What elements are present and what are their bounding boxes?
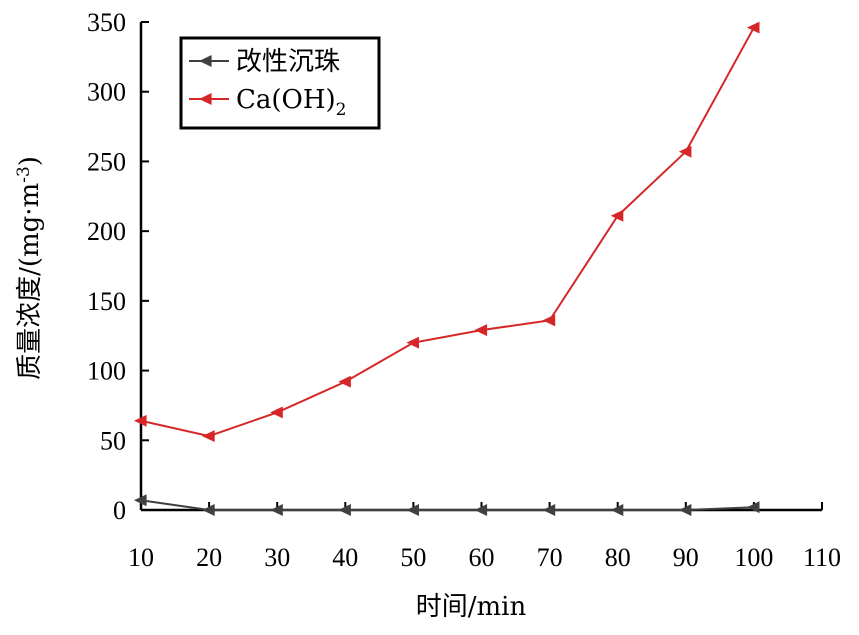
y-tick-label: 50 <box>100 426 126 455</box>
x-tick-label: 60 <box>469 543 495 572</box>
x-axis-title: 时间/min <box>416 592 527 622</box>
y-tick-label: 200 <box>87 217 126 246</box>
data-point <box>474 324 488 337</box>
data-point <box>610 209 624 222</box>
y-tick-label: 300 <box>87 78 126 107</box>
legend: 改性沉珠 Ca(OH)2 <box>179 36 381 130</box>
series-line-0 <box>140 499 754 511</box>
data-point <box>270 406 283 419</box>
data-point <box>270 504 283 516</box>
legend-label-1-subscript: 2 <box>336 100 347 120</box>
data-point <box>134 494 147 507</box>
x-tick-label: 110 <box>803 543 841 572</box>
y-axis-title-main: 质量浓度/(mg·m <box>15 183 45 380</box>
legend-label-1: Ca(OH)2 <box>236 85 347 120</box>
data-point <box>542 504 556 516</box>
legend-label-0: 改性沉珠 <box>236 47 340 77</box>
data-point <box>610 504 624 516</box>
y-tick-label: 350 <box>87 8 126 37</box>
data-point <box>542 314 556 327</box>
x-tick-label: 50 <box>400 543 426 572</box>
data-point <box>474 504 488 516</box>
series-0 <box>134 494 760 516</box>
data-point <box>678 145 692 158</box>
x-tick-label: 10 <box>128 543 154 572</box>
legend-entry-0: 改性沉珠 <box>189 47 340 77</box>
series-1 <box>134 21 760 443</box>
x-tick-label: 100 <box>734 543 773 572</box>
legend-entry-1: Ca(OH)2 <box>189 85 347 120</box>
y-axis-title-end: ) <box>15 156 45 166</box>
data-point <box>406 336 419 349</box>
series-line-1 <box>140 27 755 438</box>
y-axis-ticks: 0 50 100 150 200 250 300 350 <box>87 8 149 525</box>
data-point <box>338 375 351 388</box>
data-point <box>202 430 215 443</box>
legend-label-1-main: Ca(OH) <box>236 85 336 115</box>
data-point <box>746 21 760 34</box>
y-tick-label: 0 <box>113 496 126 525</box>
series-layer <box>134 21 760 516</box>
legend-box <box>179 36 381 130</box>
data-point <box>678 504 692 516</box>
y-axis-title: 质量浓度/(mg·m-3) <box>14 156 45 380</box>
y-tick-label: 100 <box>87 357 126 386</box>
x-tick-label: 80 <box>605 543 631 572</box>
y-axis-title-superscript: -3 <box>14 166 34 183</box>
data-point <box>134 414 147 427</box>
y-tick-label: 250 <box>87 147 126 176</box>
legend-marker-1 <box>199 93 212 105</box>
data-point <box>406 504 419 516</box>
y-tick-label: 150 <box>87 287 126 316</box>
data-point <box>338 504 351 516</box>
x-tick-label: 70 <box>537 543 563 572</box>
x-tick-label: 30 <box>264 543 290 572</box>
legend-marker-0 <box>199 55 212 67</box>
x-axis-ticks: 10 20 30 40 50 60 70 80 90 100 110 <box>128 502 841 572</box>
data-point <box>202 504 215 516</box>
x-tick-label: 40 <box>332 543 358 572</box>
x-tick-label: 20 <box>196 543 222 572</box>
data-point <box>746 501 760 514</box>
x-tick-label: 90 <box>673 543 699 572</box>
